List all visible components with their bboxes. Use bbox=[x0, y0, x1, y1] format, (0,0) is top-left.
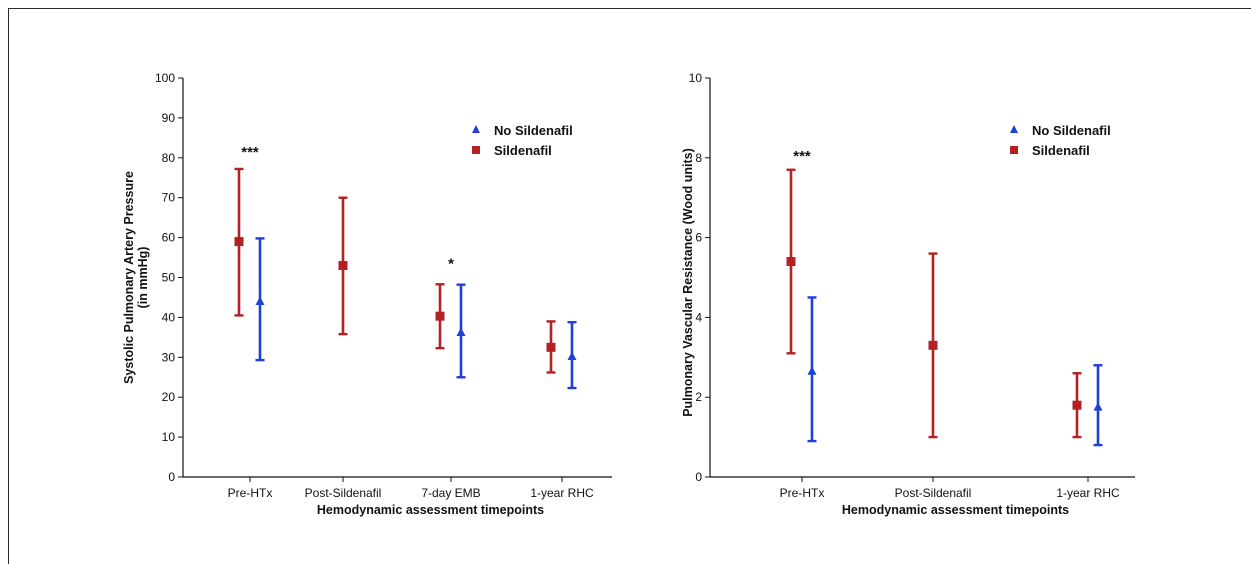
y-tick-label: 90 bbox=[162, 111, 176, 125]
y-tick-label: 100 bbox=[155, 71, 175, 85]
y-tick-label: 4 bbox=[695, 310, 702, 324]
mean-marker-square bbox=[1072, 400, 1082, 410]
y-tick-label: 40 bbox=[162, 310, 176, 324]
y-tick-label: 10 bbox=[689, 71, 703, 85]
y-tick-label: 2 bbox=[695, 390, 702, 404]
x-tick-label: 1-year RHC bbox=[1056, 486, 1120, 500]
mean-marker-square bbox=[928, 340, 938, 350]
legend-label: No Sildenafil bbox=[1032, 123, 1111, 138]
mean-marker-square bbox=[786, 257, 796, 267]
legend-marker-triangle bbox=[472, 125, 480, 133]
y-tick-label: 0 bbox=[168, 470, 175, 484]
x-tick-label: 1-year RHC bbox=[530, 486, 594, 500]
y-tick-label: 30 bbox=[162, 350, 176, 364]
mean-marker-square bbox=[338, 261, 348, 271]
figure-frame bbox=[8, 8, 1251, 564]
x-axis-title: Hemodynamic assessment timepoints bbox=[317, 503, 544, 517]
y-tick-label: 6 bbox=[695, 231, 702, 245]
legend-marker-triangle bbox=[1010, 125, 1018, 133]
significance-marker: *** bbox=[241, 144, 259, 161]
x-tick-label: Pre-HTx bbox=[228, 486, 273, 500]
y-tick-label: 0 bbox=[695, 470, 702, 484]
legend-label: No Sildenafil bbox=[494, 123, 573, 138]
significance-marker: *** bbox=[793, 148, 811, 165]
y-tick-label: 70 bbox=[162, 191, 176, 205]
legend-label: Sildenafil bbox=[1032, 143, 1090, 158]
y-tick-label: 80 bbox=[162, 151, 176, 165]
y-tick-label: 8 bbox=[695, 151, 702, 165]
x-axis-title: Hemodynamic assessment timepoints bbox=[842, 503, 1069, 517]
y-axis-title-line2: (in mmHg) bbox=[136, 247, 150, 309]
legend-label: Sildenafil bbox=[494, 143, 552, 158]
mean-marker-square bbox=[435, 311, 445, 321]
mean-marker-square bbox=[546, 342, 556, 352]
significance-marker: * bbox=[448, 256, 454, 273]
y-tick-label: 10 bbox=[162, 430, 176, 444]
x-tick-label: Post-Sildenafil bbox=[305, 486, 382, 500]
mean-marker-triangle bbox=[255, 296, 265, 305]
y-tick-label: 20 bbox=[162, 390, 176, 404]
y-tick-label: 50 bbox=[162, 271, 176, 285]
y-axis-title: Pulmonary Vascular Resistance (Wood unit… bbox=[681, 148, 695, 417]
y-axis-title: Systolic Pulmonary Artery Pressure bbox=[122, 171, 136, 384]
x-tick-label: 7-day EMB bbox=[421, 486, 480, 500]
y-tick-label: 60 bbox=[162, 231, 176, 245]
mean-marker-triangle bbox=[456, 327, 466, 337]
mean-marker-triangle bbox=[1093, 402, 1103, 411]
legend-marker-square bbox=[472, 146, 480, 154]
mean-marker-triangle bbox=[567, 351, 577, 361]
mean-marker-triangle bbox=[807, 366, 817, 375]
x-tick-label: Post-Sildenafil bbox=[895, 486, 972, 500]
x-tick-label: Pre-HTx bbox=[780, 486, 825, 500]
legend-marker-square bbox=[1010, 146, 1018, 154]
mean-marker-square bbox=[234, 237, 244, 247]
